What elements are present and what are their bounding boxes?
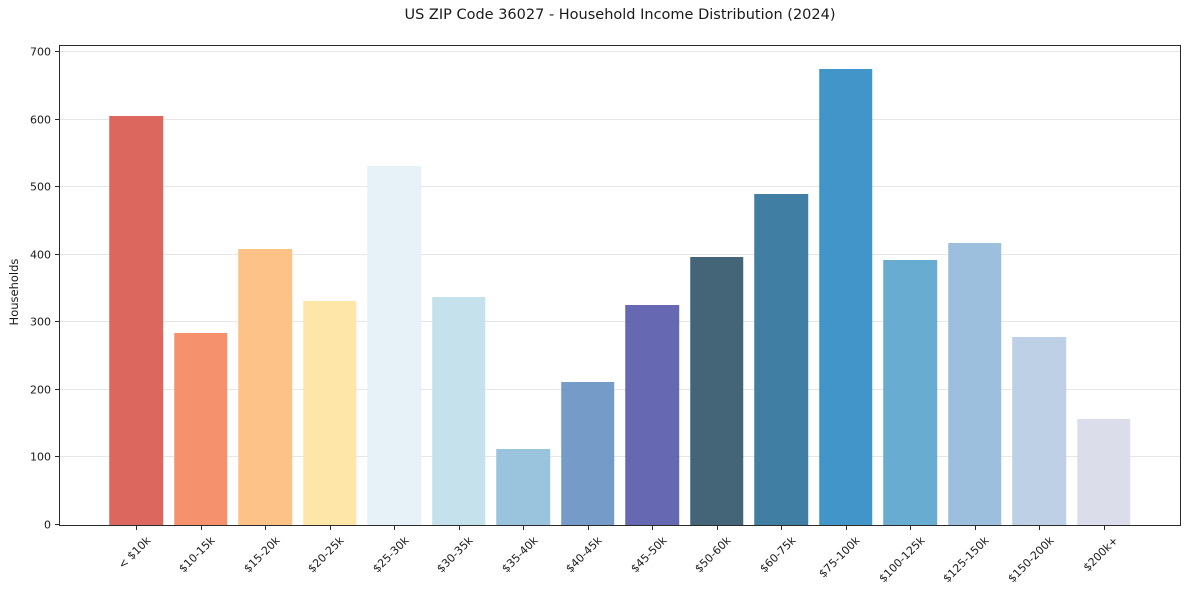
chart-title: US ZIP Code 36027 - Household Income Dis… <box>404 7 836 23</box>
x-tick-mark <box>200 526 202 530</box>
y-tick-mark <box>55 118 59 120</box>
x-tick-label: $150-200k <box>1005 534 1057 586</box>
bar-$150-200k <box>1012 337 1067 525</box>
y-tick-label: 100 <box>30 450 51 464</box>
y-tick-label: 200 <box>30 383 51 397</box>
bar-$45-50k <box>625 305 680 525</box>
x-tick-label: $75-100k <box>816 534 863 581</box>
x-tick-mark <box>265 526 267 530</box>
x-tick-label: $15-20k <box>241 534 283 576</box>
bar-$40-45k <box>560 381 615 525</box>
x-tick-label: $35-40k <box>499 534 541 576</box>
y-tick-mark <box>55 388 59 390</box>
bar-slot: $10-15k <box>169 46 234 575</box>
bar-slot: $15-20k <box>233 46 298 575</box>
bar-< $10k <box>109 116 164 525</box>
x-tick-mark <box>910 526 912 530</box>
x-tick-mark <box>329 526 331 530</box>
bar-slot: $35-40k <box>491 46 556 575</box>
x-tick-mark <box>523 526 525 530</box>
x-tick-label: $30-35k <box>434 534 476 576</box>
y-tick-label: 400 <box>30 248 51 262</box>
bar-$25-30k <box>367 165 422 525</box>
bar-$100-125k <box>883 259 938 525</box>
x-tick-mark <box>1103 526 1105 530</box>
x-tick-mark <box>587 526 589 530</box>
y-tick-mark <box>55 51 59 53</box>
bar-slot: $20-25k <box>298 46 363 575</box>
bar-$10-15k <box>173 333 228 525</box>
bar-$60-75k <box>754 193 809 525</box>
x-tick-mark <box>652 526 654 530</box>
x-tick-label: < $10k <box>115 534 154 572</box>
bar-slot: $60-75k <box>749 46 814 575</box>
x-tick-label: $25-30k <box>370 534 412 576</box>
x-tick-label: $20-25k <box>305 534 347 576</box>
gridline <box>60 456 1180 458</box>
x-tick-label: $200k+ <box>1080 534 1121 575</box>
x-tick-label: $100-125k <box>876 534 928 586</box>
y-tick-mark <box>55 253 59 255</box>
gridline <box>60 118 1180 120</box>
bar-$125-150k <box>947 242 1002 525</box>
bar-slot: $45-50k <box>620 46 685 575</box>
bar-slot: $25-30k <box>362 46 427 575</box>
x-tick-label: $50-60k <box>692 534 734 576</box>
bar-$75-100k <box>818 68 873 525</box>
y-tick-label: 700 <box>30 45 51 59</box>
x-tick-mark <box>845 526 847 530</box>
bar-slot: $40-45k <box>556 46 621 575</box>
x-tick-mark <box>1039 526 1041 530</box>
bar-slot: $30-35k <box>427 46 492 575</box>
x-tick-mark <box>458 526 460 530</box>
x-tick-mark <box>136 526 138 530</box>
bar-slot: $75-100k <box>814 46 879 580</box>
x-tick-label: $45-50k <box>628 534 670 576</box>
bar-slot: $150-200k <box>1005 46 1072 585</box>
x-tick-mark <box>394 526 396 530</box>
bar-$15-20k <box>238 248 293 525</box>
bars-row: < $10k $10-15k $15-20k $20-25k $25-30k $30-35… <box>60 46 1180 585</box>
x-tick-label: $10-15k <box>176 534 218 576</box>
y-tick-label: 300 <box>30 315 51 329</box>
bar-slot: $50-60k <box>685 46 750 575</box>
bar-slot: $200k+ <box>1072 46 1137 574</box>
bar-$200k+ <box>1076 418 1131 525</box>
gridline <box>60 186 1180 188</box>
bar-$50-60k <box>689 256 744 525</box>
y-tick-mark <box>55 524 59 525</box>
x-tick-mark <box>974 526 976 530</box>
gridline <box>60 51 1180 53</box>
bar-slot: < $10k <box>104 46 169 572</box>
x-tick-label: $125-150k <box>940 534 992 586</box>
y-tick-mark <box>55 321 59 323</box>
y-tick-mark <box>55 186 59 188</box>
plot-area: < $10k $10-15k $15-20k $20-25k $25-30k $30-35… <box>30 45 1181 585</box>
x-tick-mark <box>716 526 718 530</box>
y-axis-label: Households <box>7 258 21 326</box>
bar-slot: $100-125k <box>876 46 943 585</box>
x-tick-mark <box>781 526 783 530</box>
gridline <box>60 388 1180 390</box>
gridline <box>60 321 1180 323</box>
bar-$30-35k <box>431 297 486 525</box>
bar-slot: $125-150k <box>941 46 1008 585</box>
y-tick-label: 0 <box>44 518 51 532</box>
gridline <box>60 253 1180 255</box>
x-tick-label: $40-45k <box>563 534 605 576</box>
x-tick-label: $60-75k <box>757 534 799 576</box>
bar-$20-25k <box>302 301 357 525</box>
y-tick-label: 600 <box>30 113 51 127</box>
y-tick-label: 500 <box>30 180 51 194</box>
y-tick-mark <box>55 456 59 458</box>
bar-$35-40k <box>496 448 551 525</box>
